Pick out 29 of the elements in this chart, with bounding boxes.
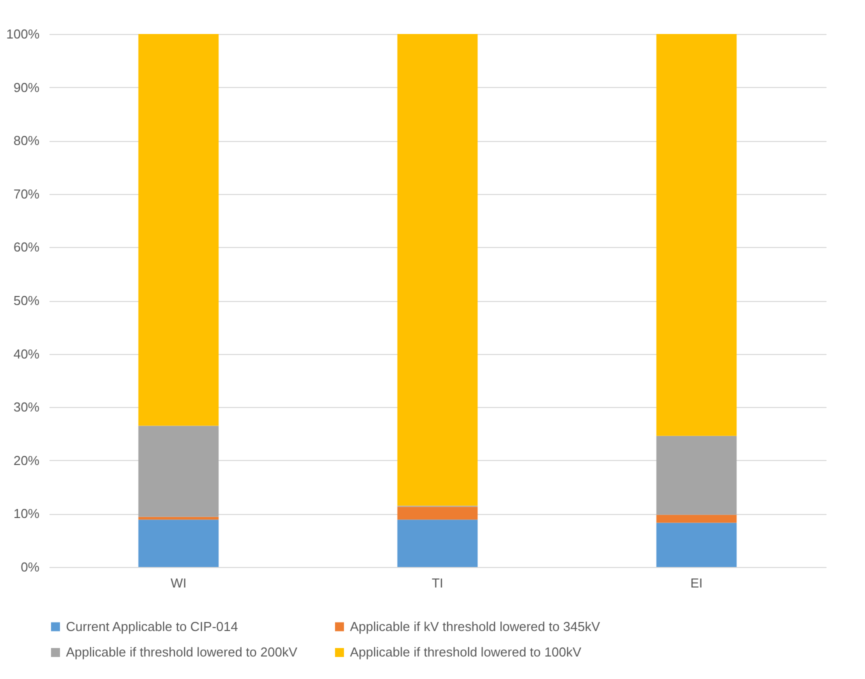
x-tick-label: WI bbox=[170, 576, 186, 590]
y-tick-label: 100% bbox=[6, 26, 40, 42]
y-tick-label: 70% bbox=[13, 186, 40, 202]
bar bbox=[138, 426, 219, 517]
bar bbox=[656, 436, 737, 515]
y-tick-label: 30% bbox=[13, 400, 40, 415]
y-tick-label: 80% bbox=[13, 133, 40, 148]
bar bbox=[138, 34, 219, 426]
y-tick-label: 60% bbox=[13, 240, 40, 255]
legend-label: Current Applicable to CIP-014 bbox=[66, 618, 238, 634]
bar bbox=[138, 520, 219, 567]
bar bbox=[656, 522, 737, 567]
y-tick-label: 40% bbox=[13, 346, 40, 362]
y-tick-label: 10% bbox=[13, 506, 40, 522]
y-tick-label: 50% bbox=[13, 293, 40, 308]
x-tick-label: EI bbox=[690, 576, 703, 590]
legend-label: Applicable if threshold lowered to 100kV bbox=[350, 644, 582, 660]
legend-label: Applicable if kV threshold lowered to 345kV bbox=[350, 618, 600, 634]
legend-label: Applicable if threshold lowered to 200kV bbox=[66, 644, 298, 660]
bar bbox=[397, 520, 478, 567]
y-tick-label: 90% bbox=[13, 80, 40, 95]
bar bbox=[656, 514, 737, 523]
y-tick-label: 20% bbox=[13, 452, 40, 468]
x-tick-label: TI bbox=[432, 576, 444, 590]
bar bbox=[397, 506, 478, 520]
bar bbox=[397, 34, 478, 506]
bar bbox=[138, 516, 219, 520]
bar bbox=[656, 34, 737, 436]
y-tick-label: 0% bbox=[20, 560, 40, 574]
